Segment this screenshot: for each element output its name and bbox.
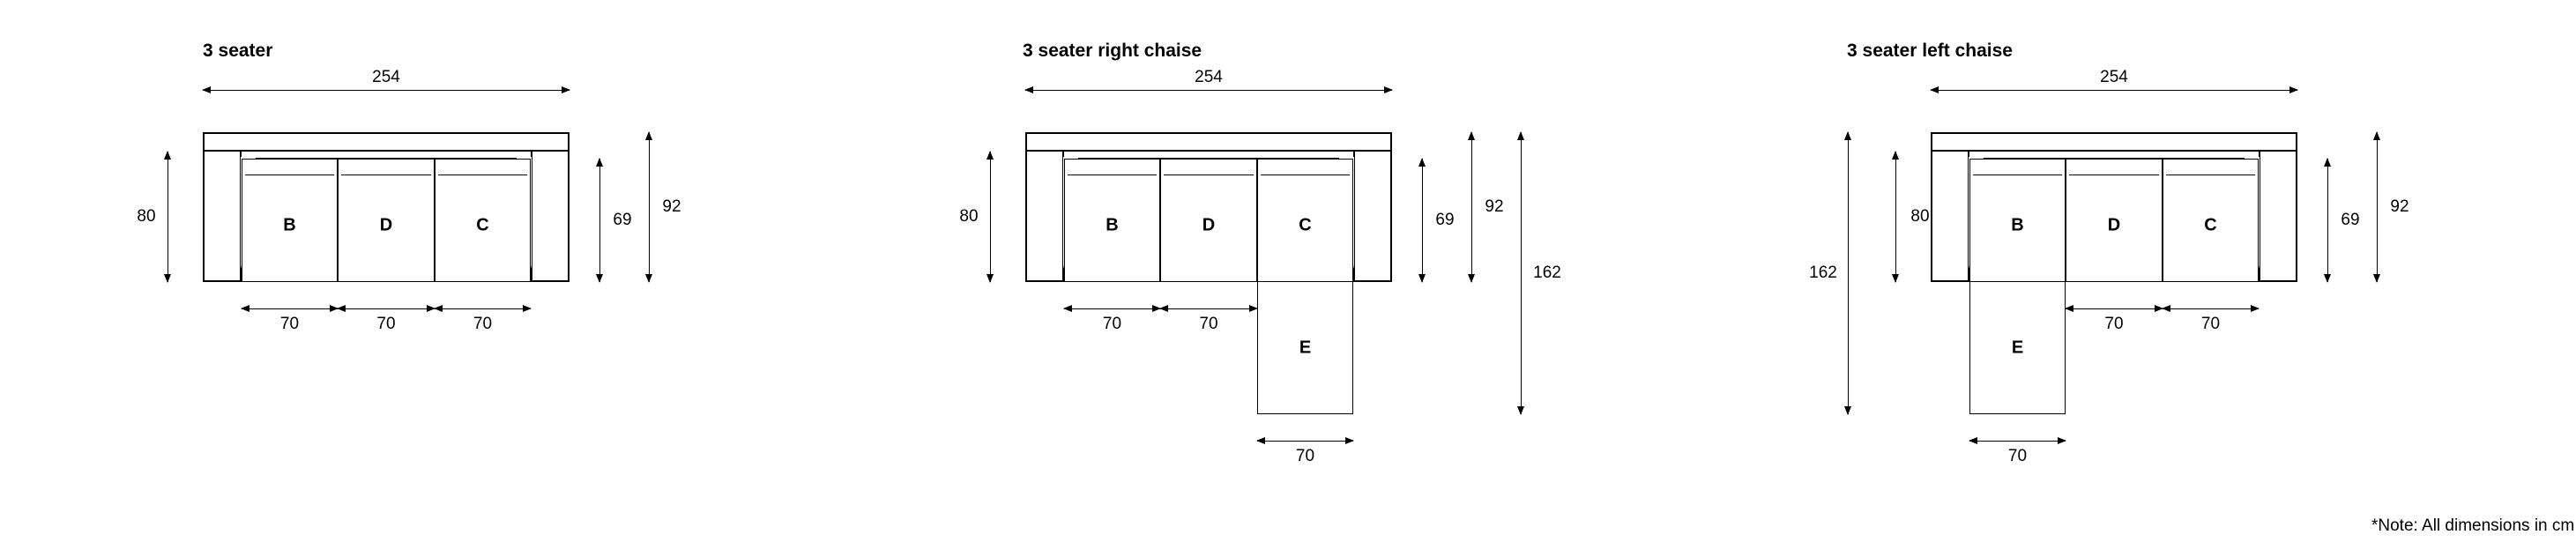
dim-arrow-width	[203, 90, 570, 91]
dim-arrow-seat-w	[435, 308, 531, 309]
dim-arm-h: 80	[959, 207, 978, 227]
sofa-back	[203, 132, 570, 152]
dim-seat-h: 69	[2341, 211, 2359, 230]
dim-width: 254	[372, 68, 400, 87]
dim-chaise-w: 70	[1296, 447, 1314, 466]
dim-arrow-arm-h	[990, 152, 991, 282]
dim-full-h: 162	[1533, 264, 1561, 283]
dim-arrow-chaise-w	[1969, 441, 2066, 442]
sofa-back	[1931, 132, 2297, 152]
dim-total-h: 92	[1485, 197, 1503, 217]
dim-width: 254	[2100, 68, 2128, 87]
seat-label: C	[1299, 216, 1311, 236]
dimensions-note: *Note: All dimensions in cm	[2371, 516, 2574, 536]
sofa-back	[1025, 132, 1392, 152]
sofa-arm-left	[203, 152, 242, 282]
dim-arrow-chaise-w	[1257, 441, 1353, 442]
dim-seat-h: 69	[1435, 211, 1454, 230]
back-cushion-strip	[1969, 152, 2259, 159]
back-cushion-strip	[1064, 152, 1353, 159]
dim-arrow-seat-h	[1422, 159, 1423, 282]
variant-title: 3 seater right chaise	[1023, 41, 1202, 62]
dim-arrow-seat-w	[1160, 308, 1257, 309]
variant-title: 3 seater left chaise	[1847, 41, 2013, 62]
dim-full-h: 162	[1809, 264, 1837, 283]
seat-label: C	[2204, 216, 2216, 236]
seat-label: D	[2108, 216, 2120, 236]
sofa-arm-left	[1931, 152, 1969, 282]
dim-arrow-total-h	[1471, 132, 1472, 282]
dim-arrow-seat-w	[242, 308, 338, 309]
dim-arrow-width	[1931, 90, 2297, 91]
dim-seat-w: 70	[376, 315, 395, 334]
dim-seat-w: 70	[473, 315, 492, 334]
dim-arm-h: 80	[137, 207, 155, 227]
dim-arrow-arm-h	[1895, 152, 1896, 282]
dim-arrow-seat-w	[2066, 308, 2163, 309]
seat-label: D	[1202, 216, 1215, 236]
dim-seat-w: 70	[280, 315, 299, 334]
sofa-arm-right	[531, 152, 570, 282]
dim-arrow-total-h	[649, 132, 650, 282]
sofa-arm-left	[1025, 152, 1064, 282]
seat-label: B	[283, 216, 295, 236]
dim-seat-w: 70	[1103, 315, 1121, 334]
variant-title: 3 seater	[203, 41, 272, 62]
dim-arrow-seat-w	[338, 308, 435, 309]
dim-seat-h: 69	[613, 211, 631, 230]
dim-seat-w: 70	[2201, 315, 2220, 334]
dim-arrow-full-h	[1521, 132, 1522, 414]
dim-width: 254	[1195, 68, 1223, 87]
canvas: *Note: All dimensions in cm 3 seater B D C 25…	[0, 0, 2576, 557]
dim-arrow-width	[1025, 90, 1392, 91]
seat-label: C	[476, 216, 488, 236]
sofa-arm-right	[1353, 152, 1392, 282]
dim-arrow-seat-h	[599, 159, 600, 282]
chaise-label: E	[2012, 338, 2023, 359]
dim-arrow-full-h	[1848, 132, 1849, 414]
seat-label: D	[380, 216, 392, 236]
seat-label: B	[2011, 216, 2023, 236]
sofa-arm-right	[2259, 152, 2297, 282]
seat-label: B	[1106, 216, 1118, 236]
dim-arm-h: 80	[1910, 207, 1929, 227]
dim-total-h: 92	[2390, 197, 2408, 217]
dim-arrow-total-h	[2377, 132, 2378, 282]
dim-seat-w: 70	[2104, 315, 2123, 334]
dim-seat-w: 70	[1199, 315, 1217, 334]
dim-arrow-seat-w	[1064, 308, 1160, 309]
dim-total-h: 92	[662, 197, 681, 217]
chaise-label: E	[1299, 338, 1311, 359]
dim-arrow-seat-h	[2327, 159, 2328, 282]
dim-arrow-seat-w	[2163, 308, 2259, 309]
dim-chaise-w: 70	[2008, 447, 2027, 466]
back-cushion-strip	[242, 152, 531, 159]
